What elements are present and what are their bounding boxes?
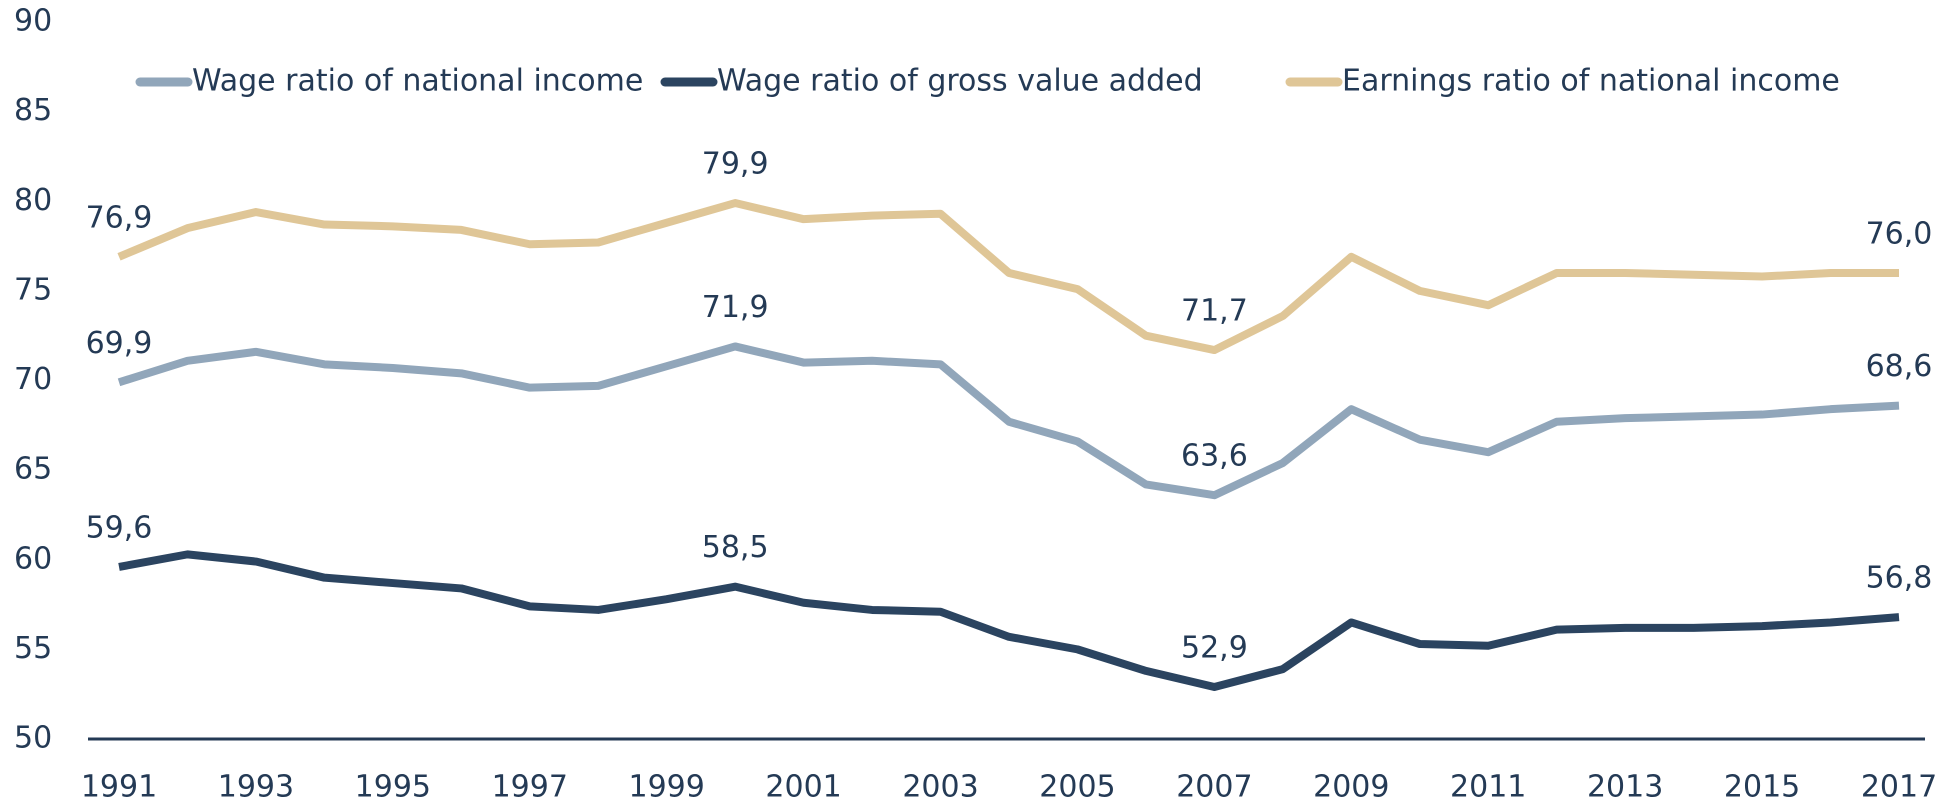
data-label: 76,0 bbox=[1866, 216, 1933, 251]
x-tick-label: 2011 bbox=[1450, 770, 1526, 804]
y-tick-label: 65 bbox=[14, 452, 52, 487]
x-tick-label: 1991 bbox=[81, 770, 157, 804]
series-line bbox=[117, 342, 1900, 500]
y-tick-label: 90 bbox=[14, 4, 52, 39]
legend-label: Wage ratio of gross value added bbox=[717, 64, 1203, 99]
data-label: 68,6 bbox=[1866, 349, 1933, 384]
data-label: 76,9 bbox=[86, 200, 153, 235]
y-tick-label: 55 bbox=[14, 631, 52, 666]
y-tick-label: 80 bbox=[14, 183, 52, 218]
y-tick-label: 70 bbox=[14, 362, 52, 397]
x-tick-label: 2007 bbox=[1176, 770, 1252, 804]
series-line bbox=[118, 550, 1900, 692]
x-tick-label: 2005 bbox=[1039, 770, 1115, 804]
y-tick-label: 75 bbox=[14, 272, 52, 307]
y-tick-label: 85 bbox=[14, 93, 52, 128]
series-line bbox=[117, 199, 1899, 355]
x-tick-label: 1995 bbox=[355, 770, 431, 804]
data-label: 63,6 bbox=[1181, 439, 1248, 474]
data-label: 52,9 bbox=[1181, 631, 1248, 666]
data-label: 56,8 bbox=[1866, 561, 1933, 596]
legend-label: Wage ratio of national income bbox=[192, 64, 643, 99]
data-label: 71,7 bbox=[1181, 294, 1248, 329]
x-tick-label: 2009 bbox=[1313, 770, 1389, 804]
x-tick-label: 1999 bbox=[629, 770, 705, 804]
legend-label: Earnings ratio of national income bbox=[1342, 64, 1840, 99]
data-label: 59,6 bbox=[86, 510, 153, 545]
y-tick-label: 60 bbox=[14, 541, 52, 576]
data-label: 69,9 bbox=[86, 326, 153, 361]
data-label: 79,9 bbox=[702, 147, 769, 182]
data-label: 58,5 bbox=[702, 530, 769, 565]
x-tick-label: 2013 bbox=[1587, 770, 1663, 804]
x-tick-label: 2017 bbox=[1861, 770, 1937, 804]
y-tick-label: 50 bbox=[14, 721, 52, 756]
data-label: 71,9 bbox=[702, 290, 769, 325]
x-tick-label: 2003 bbox=[902, 770, 978, 804]
x-tick-label: 2015 bbox=[1724, 770, 1800, 804]
x-tick-label: 1993 bbox=[218, 770, 294, 804]
x-tick-label: 2001 bbox=[765, 770, 841, 804]
x-tick-label: 1997 bbox=[492, 770, 568, 804]
